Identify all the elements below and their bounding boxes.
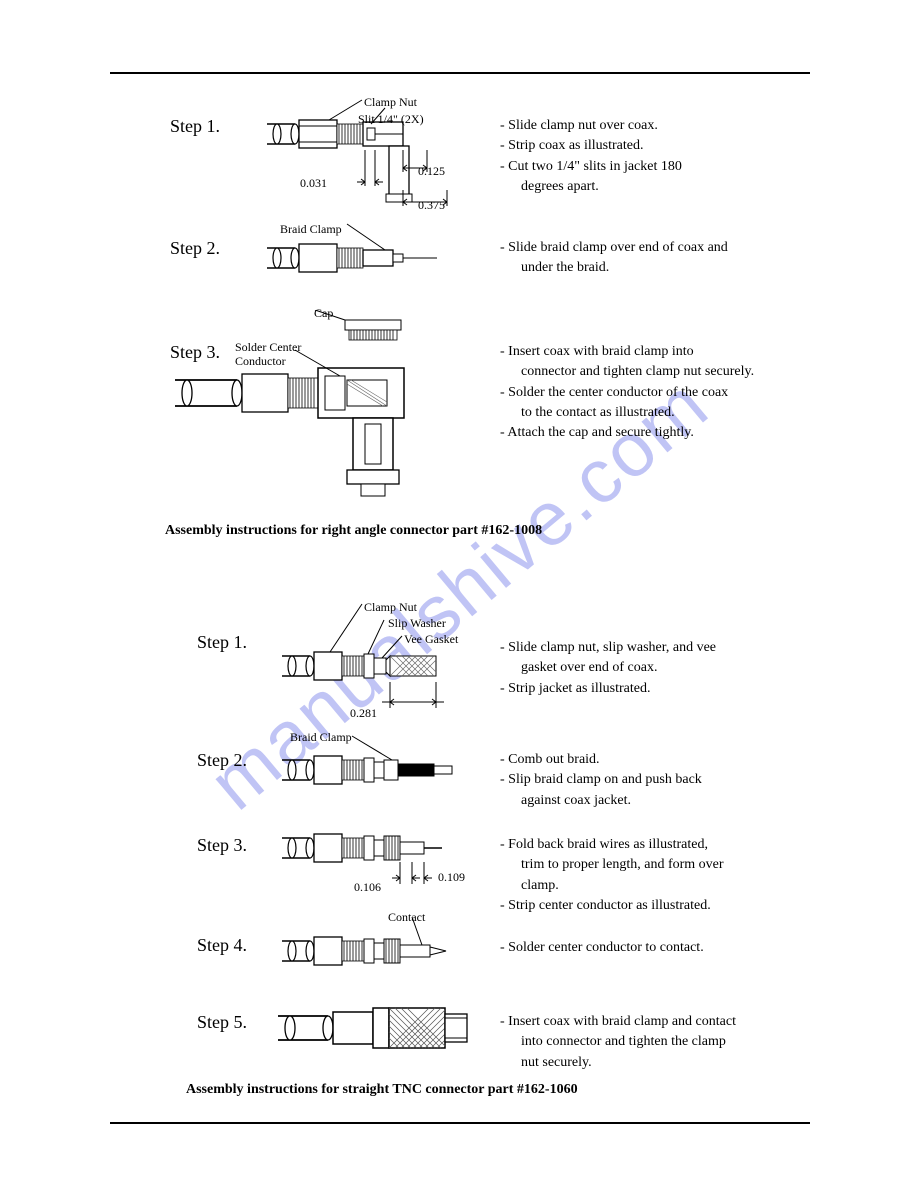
step1-dim1: 0.031: [300, 176, 327, 191]
bullet-text: - Attach the cap and secure tightly.: [500, 423, 780, 443]
content-layer: Step 1.: [0, 0, 918, 1188]
bullet-text: connector and tighten clamp nut securely…: [500, 362, 780, 382]
bullet-text: - Insert coax with braid clamp into: [500, 342, 780, 362]
sec2-step2-label: Step 2.: [197, 750, 247, 771]
section2-caption: Assembly instructions for straight TNC c…: [186, 1082, 578, 1098]
sec2-step5-diagram: [278, 998, 498, 1063]
bullet-text: - Insert coax with braid clamp and conta…: [500, 1012, 770, 1032]
bullet-text: under the braid.: [500, 258, 760, 278]
bullet-text: nut securely.: [500, 1053, 770, 1073]
sec2-step4-contact-label: Contact: [388, 910, 425, 925]
bullet-text: gasket over end of coax.: [500, 658, 760, 678]
bullet-text: - Fold back braid wires as illustrated,: [500, 835, 760, 855]
sec2-step1-slip-washer-label: Slip Washer: [388, 616, 446, 631]
sec2-step3-label: Step 3.: [197, 835, 247, 856]
bullet-text: to the contact as illustrated.: [500, 403, 780, 423]
step1-dim3: 0.375: [418, 198, 445, 213]
section1-caption: Assembly instructions for right angle co…: [165, 523, 542, 539]
sec2-step1-instructions: - Slide clamp nut, slip washer, and vee …: [500, 638, 760, 699]
bullet-text: into connector and tighten the clamp: [500, 1032, 770, 1052]
step2-label: Step 2.: [170, 238, 220, 259]
bullet-text: degrees apart.: [500, 177, 760, 197]
document-page: manualshive.com Step 1.: [0, 0, 918, 1188]
sec2-step4-instructions: - Solder center conductor to contact.: [500, 938, 760, 958]
sec2-step3-dim1: 0.106: [354, 880, 381, 895]
step1-instructions: - Slide clamp nut over coax. - Strip coa…: [500, 116, 760, 197]
sec2-step3-dim2: 0.109: [438, 870, 465, 885]
sec2-step1-clamp-nut-label: Clamp Nut: [364, 600, 417, 615]
bullet-text: - Slide clamp nut over coax.: [500, 116, 760, 136]
bullet-text: - Strip coax as illustrated.: [500, 136, 760, 156]
bullet-text: - Slide clamp nut, slip washer, and vee: [500, 638, 760, 658]
sec2-step3-instructions: - Fold back braid wires as illustrated, …: [500, 835, 760, 916]
step1-slit-label: Slit 1/4" (2X): [358, 112, 424, 127]
bullet-text: - Solder the center conductor of the coa…: [500, 383, 780, 403]
sec2-step1-vee-gasket-label: Vee Gasket: [404, 632, 458, 647]
step1-label: Step 1.: [170, 116, 220, 137]
step2-instructions: - Slide braid clamp over end of coax and…: [500, 238, 760, 279]
step3-instructions: - Insert coax with braid clamp into conn…: [500, 342, 780, 443]
sec2-step3-diagram: [282, 818, 482, 903]
bullet-text: - Comb out braid.: [500, 750, 760, 770]
sec2-step2-instructions: - Comb out braid. - Slip braid clamp on …: [500, 750, 760, 811]
bullet-text: clamp.: [500, 876, 760, 896]
sec2-step5-instructions: - Insert coax with braid clamp and conta…: [500, 1012, 770, 1073]
bullet-text: - Solder center conductor to contact.: [500, 938, 760, 958]
sec2-step2-braid-clamp-label: Braid Clamp: [290, 730, 352, 745]
bullet-text: - Slide braid clamp over end of coax and: [500, 238, 760, 258]
sec2-step1-label: Step 1.: [197, 632, 247, 653]
bullet-text: - Slip braid clamp on and push back: [500, 770, 760, 790]
bullet-text: - Strip jacket as illustrated.: [500, 679, 760, 699]
sec2-step1-diagram: [282, 596, 482, 731]
sec2-step4-diagram: [282, 905, 482, 980]
bullet-text: against coax jacket.: [500, 791, 760, 811]
step3-conductor-label: Conductor: [235, 354, 286, 369]
sec2-step5-label: Step 5.: [197, 1012, 247, 1033]
step2-braid-clamp-label: Braid Clamp: [280, 222, 342, 237]
bullet-text: - Strip center conductor as illustrated.: [500, 896, 760, 916]
sec2-step4-label: Step 4.: [197, 935, 247, 956]
step1-clamp-nut-label: Clamp Nut: [364, 95, 417, 110]
step3-cap-label: Cap: [314, 306, 333, 321]
step1-dim2: 0.125: [418, 164, 445, 179]
step3-diagram: [175, 310, 465, 515]
sec2-step1-dim1: 0.281: [350, 706, 377, 721]
bullet-text: - Cut two 1/4" slits in jacket 180: [500, 157, 760, 177]
bullet-text: trim to proper length, and form over: [500, 855, 760, 875]
step3-solder-label: Solder Center: [235, 340, 301, 355]
